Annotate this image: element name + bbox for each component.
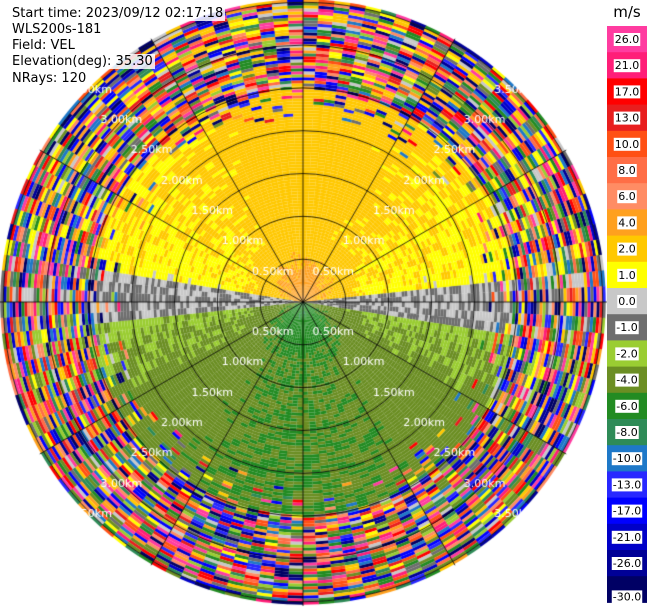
colorbar-tick-background [613, 59, 641, 73]
colorbar-tick-label: 0.0 [618, 295, 636, 308]
colorbar-unit-label: m/s [613, 3, 641, 21]
colorbar-tick-label: -6.0 [616, 400, 637, 413]
colorbar-tick-label: 21.0 [615, 59, 640, 72]
colorbar-tick-background [611, 504, 643, 518]
colorbar-tick-label: 8.0 [618, 164, 636, 177]
colorbar-tick-label: 17.0 [615, 85, 640, 98]
colorbar-tick-label: -2.0 [616, 347, 637, 360]
colorbar-tick-background [615, 347, 639, 361]
colorbar-tick-label: -21.0 [613, 531, 641, 544]
colorbar-tick-label: 2.0 [618, 243, 636, 256]
colorbar-tick-background [617, 268, 637, 282]
colorbar-tick-label: 10.0 [615, 138, 640, 151]
colorbar-tick-background [613, 137, 641, 151]
colorbar-tick-background [617, 164, 637, 177]
colorbar-tick-background [615, 426, 639, 439]
colorbar-tick-background [615, 321, 639, 335]
colorbar-tick-label: 13.0 [615, 112, 640, 125]
colorbar-tick-label: -26.0 [613, 557, 641, 570]
ppi-scan-canvas [0, 0, 608, 607]
colorbar-tick-label: 6.0 [618, 190, 636, 203]
colorbar-tick-background [611, 452, 643, 466]
colorbar-tick-label: 4.0 [618, 216, 636, 229]
colorbar-tick-label: -13.0 [613, 478, 641, 491]
colorbar-tick-background [615, 373, 639, 387]
colorbar-tick-background [617, 216, 637, 230]
colorbar-tick-label: 1.0 [618, 269, 636, 282]
colorbar-tick-label: -30.0 [613, 590, 641, 603]
colorbar-tick-background [611, 530, 643, 544]
colorbar-tick-label: -17.0 [613, 505, 641, 518]
field-label: Field: VEL [10, 38, 77, 53]
colorbar-tick-background [613, 111, 641, 125]
colorbar-tick-label: 26.0 [615, 33, 640, 46]
colorbar-tick-background [617, 190, 637, 204]
instrument-label: WLS200s-181 [10, 22, 104, 37]
colorbar-tick-background [611, 478, 643, 492]
colorbar-tick-label: -4.0 [616, 374, 637, 387]
colorbar-tick-background [611, 590, 643, 604]
colorbar-tick-background [617, 295, 637, 308]
colorbar-tick-label: -8.0 [616, 426, 637, 439]
nrays-label: NRays: 120 [10, 71, 89, 86]
colorbar-tick-label: -1.0 [616, 321, 637, 334]
elevation-label: Elevation(deg): 35.30 [10, 54, 155, 69]
colorbar-tick-background [617, 242, 637, 256]
colorbar-tick-background [613, 85, 641, 99]
colorbar-tick-background [615, 399, 639, 413]
colorbar-tick-label: -10.0 [613, 452, 641, 465]
colorbar-tick-background [611, 557, 643, 570]
colorbar-tick-background [613, 33, 641, 46]
velocity-colorbar: m/s 26.0 21.0 17.0 13.0 10.0 8.0 6.0 4.0 2.0 1.0 0.… [607, 3, 647, 604]
start-time-label: Start time: 2023/09/12 02:17:18 [10, 6, 226, 21]
